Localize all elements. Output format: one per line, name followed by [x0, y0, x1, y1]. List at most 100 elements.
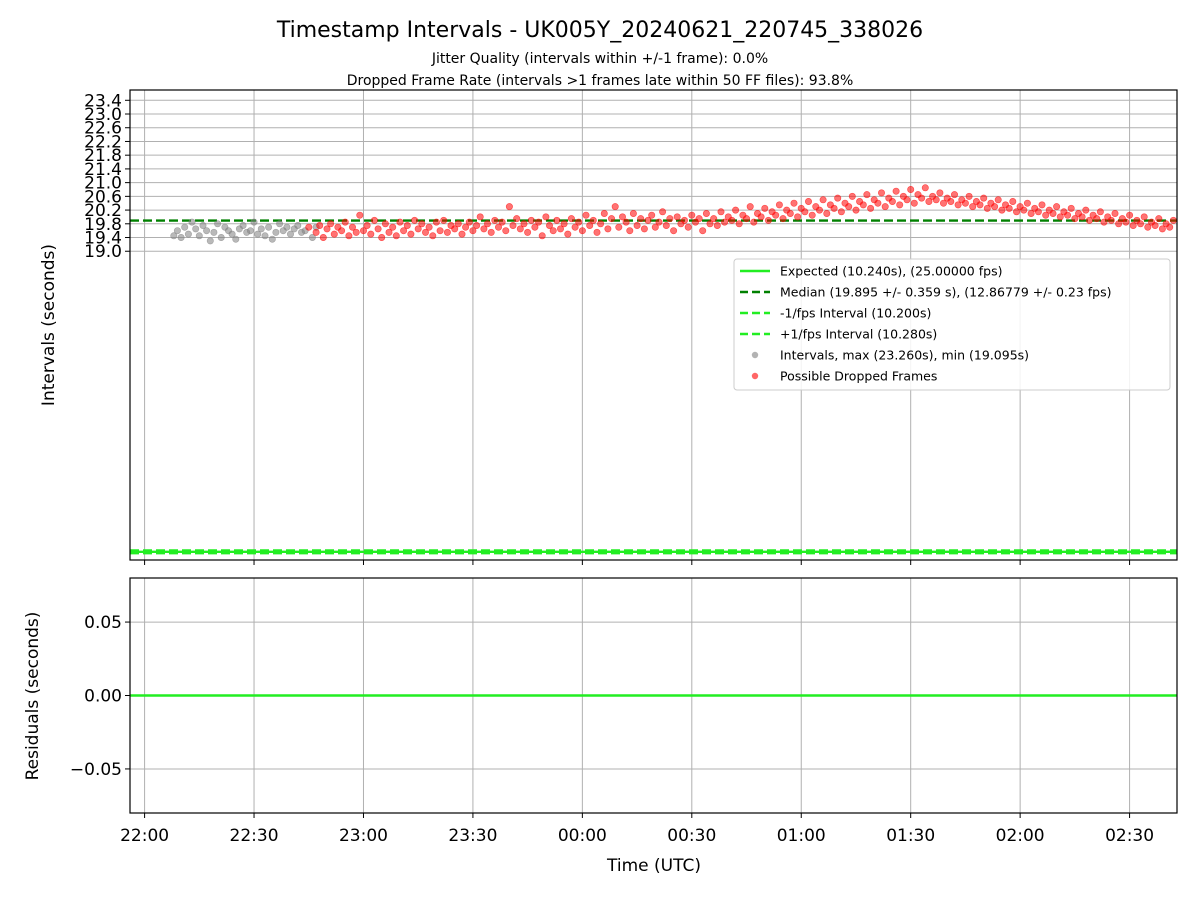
dropped-frame-point — [385, 228, 393, 236]
dropped-frame-point — [775, 201, 783, 209]
dropped-frame-point — [1166, 223, 1174, 231]
interval-point — [177, 234, 185, 242]
dropped-frame-point — [341, 218, 349, 226]
legend-label: -1/fps Interval (10.200s) — [780, 306, 931, 321]
interval-point — [272, 228, 280, 236]
dropped-frame-point — [1078, 213, 1086, 221]
dropped-frame-point — [575, 218, 583, 226]
dropped-frame-point — [659, 208, 667, 216]
dropped-frame-point — [473, 222, 481, 230]
dropped-frame-point — [746, 203, 754, 211]
interval-point — [294, 222, 302, 230]
dropped-frame-point — [556, 225, 564, 233]
dropped-frame-point — [327, 220, 335, 228]
intervals-plot-frame — [129, 89, 1178, 561]
dropped-frame-point — [454, 220, 462, 228]
dropped-frame-point — [764, 216, 772, 224]
dropped-frame-point — [381, 220, 389, 228]
dropped-frame-point — [892, 187, 900, 195]
dropped-frame-point — [947, 198, 955, 206]
dropped-frame-point — [1111, 210, 1119, 218]
residuals-axis-ticks: 22:00 22:30 23:00 23:30 00:00 00:30 01:00 01:30… — [70, 613, 1154, 846]
dropped-frame-point — [586, 222, 594, 230]
dropped-frame-point — [1140, 213, 1148, 221]
intervals-y-axis-label: Intervals (seconds) — [39, 244, 59, 406]
interval-point — [254, 230, 262, 238]
dropped-frame-point — [513, 215, 521, 223]
dropped-frame-point — [1144, 223, 1152, 231]
dropped-frame-point — [524, 228, 532, 236]
dropped-frame-point — [604, 225, 612, 233]
dropped-frame-point — [695, 215, 703, 223]
interval-point — [199, 222, 207, 230]
x-tick-label: 00:30 — [667, 826, 716, 846]
dropped-frame-point — [352, 228, 360, 236]
dropped-frame-point — [808, 211, 816, 219]
interval-point — [232, 235, 240, 243]
dropped-frame-point — [670, 227, 678, 235]
dropped-frame-point — [721, 218, 729, 226]
dropped-frame-point — [863, 191, 871, 199]
dropped-frame-point — [443, 228, 451, 236]
dropped-frame-point — [1096, 208, 1104, 216]
dropped-frame-point — [859, 201, 867, 209]
interval-point — [192, 225, 200, 233]
dropped-frame-point — [527, 216, 535, 224]
x-tick-label: 22:00 — [120, 826, 169, 846]
x-tick-label: 02:30 — [1105, 826, 1154, 846]
dropped-frame-point — [651, 223, 659, 231]
legend-label: Expected (10.240s), (25.00000 fps) — [780, 264, 1002, 279]
dropped-frame-point — [801, 208, 809, 216]
interval-point — [283, 223, 291, 231]
legend-label: +1/fps Interval (10.280s) — [780, 327, 937, 342]
dropped-frame-point — [1155, 215, 1163, 223]
dropped-frame-point — [567, 215, 575, 223]
dropped-frame-point — [998, 206, 1006, 214]
dropped-frame-point — [538, 232, 546, 240]
interval-point — [203, 227, 211, 235]
residuals-y-tick-label: 0.00 — [84, 687, 122, 707]
interval-point — [206, 237, 214, 245]
dropped-frame-point — [648, 211, 656, 219]
dropped-frame-point — [1169, 216, 1177, 224]
legend-label: Median (19.895 +/- 0.359 s), (12.86779 +… — [780, 285, 1111, 300]
dropped-frame-point — [834, 194, 842, 202]
dropped-frame-point — [396, 218, 404, 226]
intervals-y-tick-label: 21.0 — [84, 174, 122, 194]
dropped-frame-point — [804, 198, 812, 206]
dropped-frame-point — [761, 204, 769, 212]
intervals-y-tick-label: 19.8 — [84, 215, 122, 235]
dropped-frame-point — [1005, 204, 1013, 212]
interval-point — [228, 230, 236, 238]
dropped-frame-point — [440, 216, 448, 224]
interval-point — [268, 235, 276, 243]
dropped-frame-point — [680, 216, 688, 224]
dropped-frame-point — [848, 192, 856, 200]
dropped-frame-point — [969, 203, 977, 211]
interval-point — [170, 232, 178, 240]
dropped-frame-point — [877, 189, 885, 197]
dropped-frame-point — [564, 230, 572, 238]
interval-point — [195, 232, 203, 240]
dropped-frame-point — [487, 228, 495, 236]
dropped-frame-point — [666, 215, 674, 223]
dropped-frame-point — [881, 203, 889, 211]
dropped-frame-point — [961, 199, 969, 207]
dropped-frame-point — [502, 227, 510, 235]
dropped-frame-point — [400, 227, 408, 235]
x-tick-label: 23:30 — [448, 826, 497, 846]
dropped-frame-point — [925, 198, 933, 206]
interval-point — [261, 232, 269, 240]
dropped-frame-point — [1009, 198, 1017, 206]
intervals-y-tick-label: 22.2 — [84, 132, 122, 152]
intervals-plot: 19.019.419.820.220.621.021.421.822.222.6… — [39, 89, 1178, 565]
dropped-frame-point — [1115, 220, 1123, 228]
dropped-frame-point — [571, 223, 579, 231]
dropped-frame-point — [710, 215, 718, 223]
dropped-frame-point — [505, 203, 513, 211]
chart-subtitle-dropped: Dropped Frame Rate (intervals >1 frames … — [347, 73, 854, 89]
dropped-frame-point — [403, 222, 411, 230]
dropped-frame-point — [921, 184, 929, 192]
chart-legend: Expected (10.240s), (25.00000 fps) Median… — [733, 258, 1171, 391]
legend-marker — [751, 372, 759, 380]
